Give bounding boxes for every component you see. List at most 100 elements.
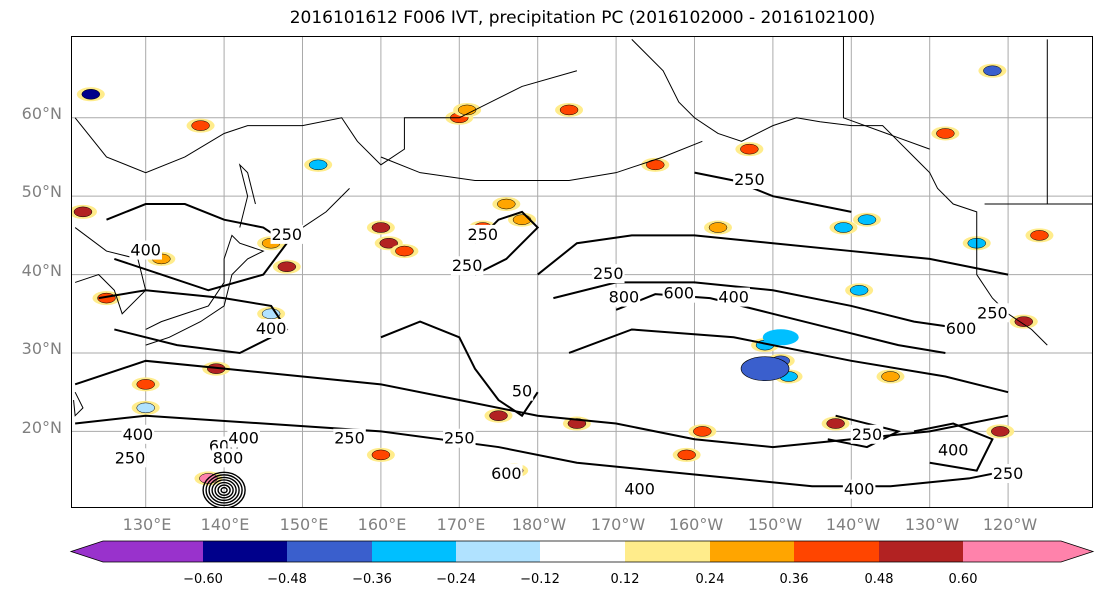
contour-label-halo (991, 464, 1025, 484)
colorbar-swatch (456, 541, 540, 562)
contour-label-halo (270, 224, 304, 244)
ivt-contour (694, 171, 852, 213)
ivt-contour (220, 486, 228, 494)
lon-label: 150°W (747, 515, 803, 534)
contour-label-halo (510, 381, 534, 401)
colorbar-tick-label: 0.12 (610, 572, 640, 587)
coastlines (73, 37, 1092, 417)
precip-shade-core (371, 222, 391, 233)
colorbar-swatch (710, 541, 794, 562)
ivt-contour (208, 476, 240, 504)
contour-label-halo (976, 303, 1009, 323)
precip-shade-core (762, 329, 799, 346)
page-title: 2016101612 F006 IVT, precipitation PC (2… (289, 8, 876, 28)
ivt-contour (205, 474, 243, 507)
contour-label: 250 (272, 225, 303, 244)
ivt-contour (217, 484, 231, 496)
colorbar-tick-label: 0.36 (779, 572, 809, 587)
colorbar-tick-label: −0.48 (267, 572, 307, 587)
colorbar-swatch (103, 541, 203, 562)
colorbar-swatch (71, 541, 103, 562)
contour-label-halo (211, 448, 245, 468)
precip-shade-core (559, 104, 579, 116)
colorbar-swatch (794, 541, 879, 562)
lon-label: 150°E (279, 515, 329, 534)
lat-label: 40°N (21, 261, 62, 280)
contour-label-halo (254, 318, 288, 338)
colorbar-swatch (540, 541, 625, 562)
colorbar-tick-label: 0.48 (864, 572, 894, 587)
precip-shade-core (936, 128, 955, 139)
contour-label: 400 (844, 480, 875, 499)
contour-label-halo (129, 240, 162, 260)
contour-label-halo (466, 224, 500, 244)
contour-label-halo (450, 256, 484, 276)
ivt-contour (537, 234, 1009, 276)
lon-label: 140°E (200, 515, 250, 534)
precip-shade-core (136, 379, 155, 390)
precipitation-shading (72, 63, 1054, 486)
precip-shade-core (983, 65, 1002, 76)
precip-shade-core (857, 214, 877, 225)
precip-shade-core (693, 426, 712, 437)
coastline (631, 39, 1048, 346)
contour-label: 250 (452, 256, 483, 275)
lon-label: 130°E (122, 515, 172, 534)
contour-label: 50 (512, 382, 532, 401)
ivt-contours (74, 171, 1009, 507)
map-panel: 250 250 250 250 800 600 400 600 250 250 400 400 50 25… (71, 36, 1093, 508)
precip-shade-core (73, 206, 93, 218)
colorbar-swatch (203, 541, 287, 562)
lon-label: 160°E (357, 515, 407, 534)
coastline (238, 163, 256, 228)
contour-label-halo (944, 318, 978, 338)
precip-shade-core (277, 261, 297, 272)
contour-label: 400 (718, 288, 749, 307)
precip-shade-core (1014, 316, 1034, 327)
lon-label: 170°E (436, 515, 486, 534)
precip-shade-core (991, 426, 1010, 437)
contour-label-halo (662, 283, 696, 303)
colorbar-swatch (879, 541, 963, 562)
ivt-contour (827, 414, 902, 449)
colorbar-tick-label: 0.60 (948, 572, 978, 587)
contour-label: 400 (130, 241, 161, 260)
contour-label: 250 (115, 448, 146, 467)
colorbar-outline (69, 540, 1095, 563)
contour-label-halo (490, 464, 523, 484)
contour-label: 250 (734, 170, 765, 189)
colorbar-swatch (372, 541, 456, 562)
lat-label: 20°N (21, 418, 62, 437)
contour-label: 800 (213, 448, 244, 467)
contour-label-halo (936, 440, 970, 460)
border-line (842, 37, 930, 150)
precip-shade-core (395, 245, 414, 257)
precip-shade-core (308, 159, 328, 171)
coastline (145, 234, 265, 346)
colorbar-swatch (1061, 541, 1093, 562)
lon-label: 170°W (590, 515, 646, 534)
precip-shade-core (497, 198, 516, 210)
contour-label: 400 (938, 440, 969, 459)
contour-label-halo (850, 424, 884, 444)
ivt-contour (75, 414, 1009, 488)
precip-shade-core (489, 410, 508, 421)
lat-label: 60°N (21, 104, 62, 123)
precip-shade-core (81, 89, 101, 100)
contour-label: 250 (334, 429, 365, 448)
colorbar-tick-label: −0.36 (352, 572, 392, 587)
lat-label: 30°N (21, 339, 62, 358)
colorbar-tick-label: 0.24 (695, 572, 725, 587)
colorbar-swatches (69, 540, 1095, 563)
precip-shade-core (826, 418, 845, 429)
contour-label-halo (227, 428, 260, 448)
contour-label: 400 (123, 425, 154, 444)
colorbar-tick-label: −0.24 (436, 572, 476, 587)
ivt-contour (568, 328, 1009, 394)
precip-shade-core (708, 222, 728, 233)
ivt-contour (202, 471, 246, 507)
precip-shade-core (512, 214, 532, 225)
contour-label-halo (113, 448, 147, 468)
